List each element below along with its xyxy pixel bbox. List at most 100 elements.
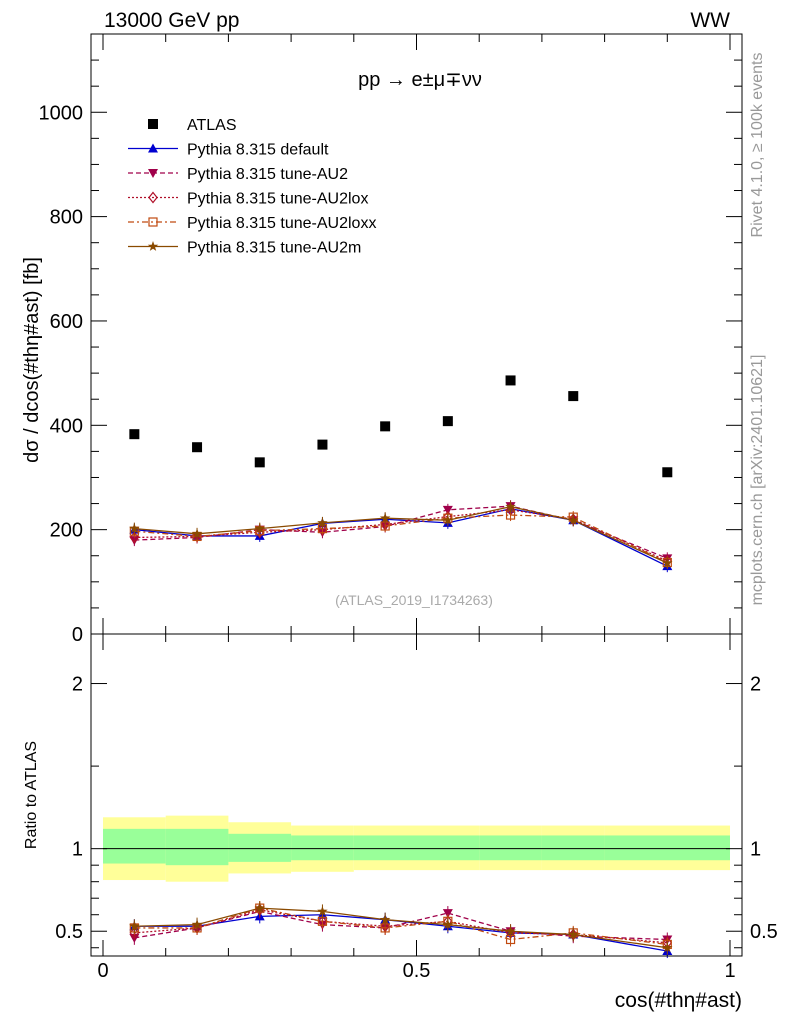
data-point-atlas [317, 439, 328, 450]
ratio-panel: 0.5 0.5 1 1 2 2 0 0.5 1 Ratio to ATLAS cos(#thη#… [23, 634, 778, 1012]
legend-marker [148, 217, 158, 227]
series-default [129, 502, 673, 573]
ratio-frame [90, 633, 743, 957]
legend-label: Pythia 8.315 tune-AU2loxx [187, 215, 376, 232]
legend-marker [148, 143, 158, 153]
data-point-atlas [568, 391, 579, 402]
ratio-series-au2loxx [129, 901, 672, 952]
inner-band-bin [353, 835, 417, 861]
legend: ATLAS Pythia 8.315 default Pythia 8.315 tu… [128, 117, 376, 257]
energy-label: 13000 GeV pp [104, 9, 239, 32]
ratio-series-au2m [129, 901, 673, 955]
main-plot-title: pp → e±μ∓νν [358, 69, 482, 91]
inner-band-bin [416, 835, 480, 861]
ratio-y-tick-label: 0.5 [55, 921, 83, 943]
main-data-layer [129, 375, 673, 573]
y-tick-label: 800 [50, 207, 83, 229]
legend-marker [147, 241, 159, 251]
x-tick-label: 0 [97, 960, 108, 982]
ratio-point-au2m [317, 905, 328, 916]
ratio-point-au2m [254, 902, 265, 913]
data-point-au2 [442, 505, 453, 515]
ratio-y-tick-label: 1 [72, 839, 83, 861]
data-point-au2m [129, 523, 140, 534]
inner-band-bin [604, 835, 730, 861]
ratio-point-au2m [442, 919, 454, 930]
data-point-atlas [380, 421, 391, 432]
series-au2loxx [129, 509, 672, 569]
legend-label: Pythia 8.315 tune-AU2m [187, 240, 361, 257]
inner-band-bin [291, 835, 354, 861]
ratio-point-au2m [505, 925, 516, 936]
y-tick-label: 200 [50, 520, 83, 542]
inner-band-bin [165, 828, 229, 866]
main-y-ticks: 0 200 400 600 800 1000 [39, 34, 742, 646]
legend-entry-au2m: Pythia 8.315 tune-AU2m [128, 240, 361, 257]
y-tick-label: 400 [50, 415, 83, 437]
ratio-y-axis-label: Ratio to ATLAS [23, 741, 40, 849]
legend-label: ATLAS [187, 117, 237, 134]
ratio-y-ticks: 0.5 0.5 1 1 2 2 0 0.5 1 [55, 634, 778, 982]
legend-entry-default: Pythia 8.315 default [128, 142, 329, 159]
ratio-point-au2m [662, 942, 673, 953]
data-point-atlas [442, 416, 453, 427]
uncertainty-bands [103, 815, 730, 882]
legend-label: Pythia 8.315 tune-AU2lox [187, 191, 368, 208]
data-point-au2m [191, 528, 203, 539]
legend-entry-au2loxx: Pythia 8.315 tune-AU2loxx [128, 215, 376, 232]
ratio-data-layer [129, 901, 673, 959]
x-tick-label: 0.5 [403, 960, 431, 982]
inner-band-bin [228, 833, 292, 862]
ratio-point-au2m [129, 920, 140, 931]
legend-label: Pythia 8.315 tune-AU2 [187, 166, 348, 183]
channel-label: WW [690, 9, 730, 32]
y-tick-label: 600 [50, 311, 83, 333]
series-au2lox [129, 503, 673, 567]
legend-label: Pythia 8.315 default [187, 142, 329, 159]
ratio-y-tick-label-right: 0.5 [750, 921, 778, 943]
ratio-point-au2lox [129, 926, 140, 939]
data-point-au2m [662, 557, 673, 568]
ratio-point-au2m [568, 929, 579, 939]
ratio-y-tick-label-right: 2 [750, 674, 761, 696]
ratio-series-default [129, 907, 673, 959]
data-point-au2m [568, 514, 579, 525]
inner-band-bin [479, 835, 542, 861]
mcplots-label: mcplots.cern.ch [arXiv:2401.10621] [749, 355, 766, 606]
data-point-au2m [317, 517, 328, 528]
series-line-default [134, 508, 668, 567]
ratio-point-au2m [191, 919, 203, 930]
y-tick-label: 1000 [39, 102, 84, 124]
rivet-version-label: Rivet 4.1.0, ≥ 100k events [749, 53, 766, 238]
ratio-line-au2m [134, 907, 668, 949]
ratio-line-au2loxx [134, 907, 668, 946]
data-point-atlas [505, 375, 516, 386]
data-point-atlas [192, 442, 203, 453]
ratio-point-au2 [442, 909, 453, 919]
data-point-atlas [662, 467, 673, 478]
analysis-watermark: (ATLAS_2019_I1734263) [335, 592, 493, 608]
legend-marker [148, 191, 158, 204]
x-tick-label: 1 [724, 960, 735, 982]
legend-entry-au2lox: Pythia 8.315 tune-AU2lox [128, 191, 368, 208]
inner-band-bin [541, 835, 605, 861]
data-point-au2m [442, 514, 454, 525]
data-point-atlas [254, 457, 265, 468]
data-point-atlas [129, 429, 140, 440]
ratio-point-au2m [379, 914, 391, 925]
legend-marker [148, 119, 158, 129]
data-point-au2m [379, 512, 391, 523]
y-tick-label: 0 [72, 624, 83, 646]
ratio-series-au2 [129, 904, 673, 947]
legend-entry-au2: Pythia 8.315 tune-AU2 [128, 166, 348, 183]
inner-band-bin [103, 828, 166, 864]
series-atlas [129, 375, 673, 478]
legend-entry-atlas: ATLAS [148, 117, 237, 134]
ratio-y-tick-label: 2 [72, 674, 83, 696]
series-au2m [129, 500, 673, 570]
data-point-au2m [254, 523, 265, 534]
ratio-y-tick-label-right: 1 [750, 839, 761, 861]
ratio-line-au2 [134, 910, 668, 941]
main-panel: pp → e±μ∓νν (ATLAS_2019_I1734263) dσ / d… [21, 34, 742, 646]
